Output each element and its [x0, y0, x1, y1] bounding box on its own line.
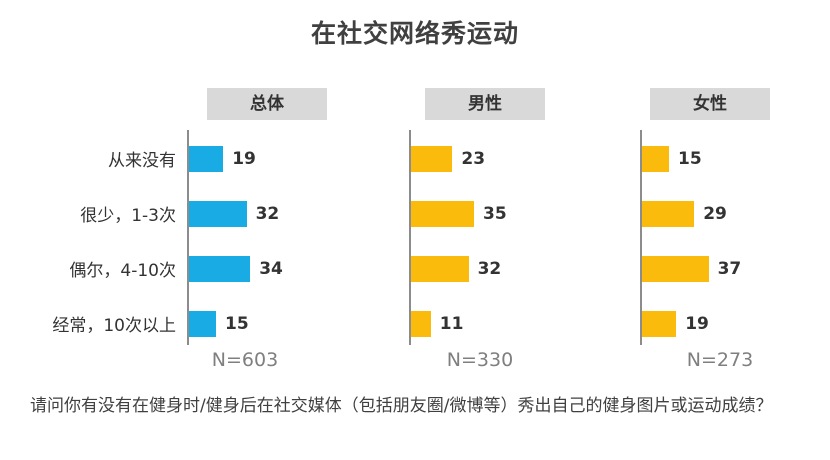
value-label-overall-often: 15 [225, 314, 249, 334]
series-header-male: 男性 [425, 88, 545, 120]
value-label-female-never: 15 [678, 149, 702, 169]
bar-overall-sometimes [189, 256, 251, 282]
value-label-overall-never: 19 [232, 149, 256, 169]
category-label-sometimes: 偶尔，4-10次 [69, 261, 176, 281]
axis-line-overall [187, 130, 189, 345]
category-label-rarely: 很少，1-3次 [80, 206, 176, 226]
axis-line-female [640, 130, 642, 345]
bar-overall-rarely [189, 201, 247, 227]
series-header-overall: 总体 [207, 88, 327, 120]
bar-male-never [411, 146, 453, 172]
bar-female-sometimes [642, 256, 709, 282]
value-label-male-sometimes: 32 [477, 259, 502, 279]
category-label-often: 经常，10次以上 [52, 316, 176, 336]
bar-female-never [642, 146, 669, 172]
bar-female-often [642, 311, 677, 337]
bar-overall-often [189, 311, 216, 337]
value-label-male-rarely: 35 [483, 204, 507, 224]
sample-size-overall: N=603 [211, 349, 279, 371]
sample-size-male: N=330 [446, 349, 514, 371]
value-label-female-sometimes: 37 [717, 259, 742, 279]
survey-question: 请问你有没有在健身时/健身后在社交媒体（包括朋友圈/微博等）秀出自己的健身图片或… [30, 396, 773, 416]
sample-size-female: N=273 [686, 349, 754, 371]
bar-female-rarely [642, 201, 695, 227]
category-label-never: 从来没有 [108, 151, 176, 171]
value-label-female-rarely: 29 [703, 204, 727, 224]
value-label-male-often: 11 [439, 314, 464, 334]
axis-line-male [409, 130, 411, 345]
series-header-female: 女性 [650, 88, 770, 120]
value-label-overall-sometimes: 34 [259, 259, 283, 279]
bar-overall-never [189, 146, 224, 172]
chart-title: 在社交网络秀运动 [310, 19, 519, 48]
value-label-male-never: 23 [461, 149, 486, 169]
bar-male-rarely [411, 201, 474, 227]
bar-male-often [411, 311, 431, 337]
bar-male-sometimes [411, 256, 469, 282]
value-label-overall-rarely: 32 [255, 204, 280, 224]
value-label-female-often: 19 [685, 314, 709, 334]
